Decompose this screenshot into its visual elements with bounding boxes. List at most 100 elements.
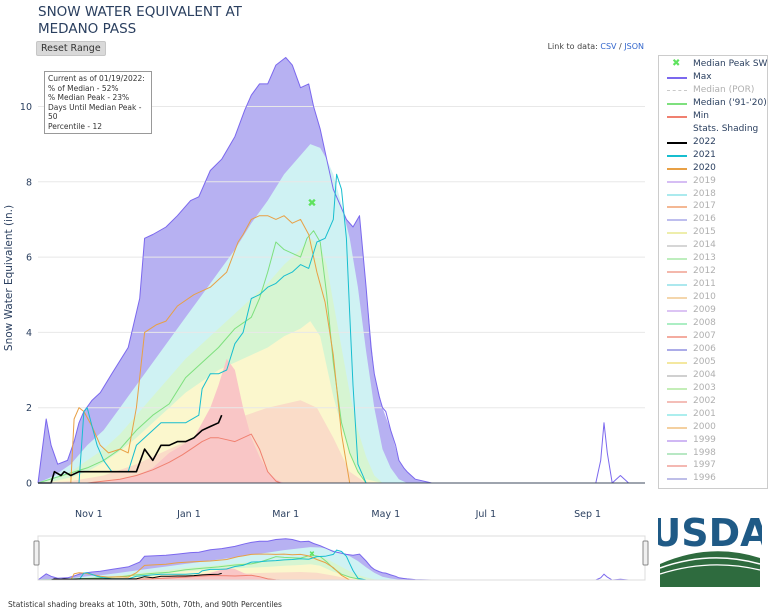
- legend-label: 1996: [693, 473, 716, 484]
- legend-swatch: [667, 387, 687, 390]
- legend-label: 2014: [693, 240, 716, 251]
- x-tick-label-jul-1: Jul 1: [475, 509, 497, 520]
- legend-label: 2020: [693, 162, 716, 173]
- legend-label: 2013: [693, 253, 716, 264]
- json-link[interactable]: JSON: [624, 42, 644, 51]
- legend-swatch: [667, 284, 687, 287]
- x-tick-label-mar-1: Mar 1: [272, 509, 299, 520]
- info-line-percentile: Percentile - 12: [48, 121, 103, 131]
- mini-series-max: [37, 538, 645, 581]
- legend-swatch: [667, 245, 687, 248]
- title-line-2: MEDANO PASS: [38, 21, 137, 37]
- range-slider-right-handle[interactable]: [642, 540, 649, 566]
- legend-swatch: [667, 323, 687, 325]
- legend-label: 2004: [693, 369, 716, 380]
- x-tick-label-jan-1: Jan 1: [176, 509, 201, 520]
- y-tick-label-6: 6: [26, 253, 32, 264]
- info-line-median: % of Median - 52%: [48, 83, 119, 93]
- legend-swatch: [667, 310, 687, 313]
- legend-swatch: [667, 115, 687, 118]
- csv-link[interactable]: CSV: [600, 42, 617, 51]
- legend-label: 2003: [693, 382, 716, 393]
- legend-swatch: [667, 452, 687, 455]
- series-2020[interactable]: [38, 215, 645, 484]
- footer-note: Statistical shading breaks at 10th, 30th…: [8, 600, 282, 609]
- legend-swatch: [667, 141, 687, 144]
- legend-label: 2017: [693, 201, 716, 212]
- usda-logo: USDA: [650, 511, 768, 587]
- legend-label: Median Peak SWE: [693, 59, 768, 69]
- link-prefix: Link to data:: [547, 42, 601, 51]
- legend-swatch: [667, 348, 687, 351]
- y-tick-label-10: 10: [20, 102, 32, 113]
- reset-range-button[interactable]: Reset Range: [36, 41, 106, 56]
- legend-label: 1998: [693, 447, 716, 458]
- legend-label: 1997: [693, 460, 716, 471]
- legend-label: 2018: [693, 188, 716, 199]
- legend-swatch: [667, 478, 687, 481]
- legend-label: Median (POR): [693, 84, 755, 95]
- legend-swatch: [667, 180, 687, 183]
- legend-label: 2011: [693, 279, 716, 290]
- legend-swatch: [667, 439, 687, 442]
- legend-swatch: [667, 271, 687, 274]
- legend-label: Median ('91-'20): [693, 97, 767, 108]
- title-line-1: SNOW WATER EQUIVALENT AT: [38, 4, 242, 20]
- legend-swatch: [667, 102, 687, 105]
- legend-swatch: [667, 167, 687, 170]
- legend-swatch: [667, 154, 687, 157]
- legend-label: Min: [693, 110, 709, 121]
- info-line-days-until-peak: Days Until Median Peak - 50: [48, 102, 142, 122]
- y-tick-label-2: 2: [26, 403, 32, 414]
- mini-median-peak-marker: ✖: [309, 550, 315, 558]
- legend-swatch: [667, 232, 687, 235]
- legend-swatch: [667, 374, 687, 377]
- legend-label: 1999: [693, 434, 716, 445]
- series-max[interactable]: [37, 57, 645, 484]
- median-peak-marker[interactable]: ✖: [307, 196, 316, 209]
- legend-swatch: [667, 426, 687, 429]
- series-min[interactable]: [38, 433, 645, 484]
- legend-swatch: [667, 297, 687, 300]
- legend: ✖ Median Peak SWE Max Median (POR) Median ('…: [658, 55, 768, 489]
- legend-label: 2005: [693, 356, 716, 367]
- legend-swatch: [667, 206, 687, 209]
- info-line-date: Current as of 01/19/2022:: [48, 74, 145, 83]
- legend-label: 2009: [693, 305, 716, 316]
- mini-series-2022: [38, 572, 222, 581]
- legend-label: 2019: [693, 175, 716, 186]
- series-2022[interactable]: [38, 414, 223, 484]
- legend-label: 2008: [693, 318, 716, 328]
- legend-label: 2021: [693, 149, 716, 160]
- legend-label: 2010: [693, 292, 716, 303]
- legend-swatch: [667, 335, 687, 338]
- y-tick-label-4: 4: [26, 328, 32, 339]
- legend-label: 2002: [693, 395, 716, 406]
- legend-marker-icon: ✖: [672, 58, 681, 69]
- x-tick-label-nov-1: Nov 1: [75, 509, 103, 520]
- series-2021[interactable]: [38, 173, 645, 484]
- band-10-min: [38, 358, 645, 483]
- legend-swatch: [667, 400, 687, 403]
- y-tick-label-0: 0: [26, 479, 32, 490]
- legend-label: 2001: [693, 408, 716, 419]
- legend-label: 2016: [693, 214, 716, 225]
- legend-label: 2022: [693, 136, 716, 147]
- chart-title: SNOW WATER EQUIVALENT AT MEDANO PASS: [38, 4, 298, 38]
- y-axis-label: Snow Water Equivalent (in.): [3, 205, 15, 351]
- x-tick-label-sep-1: Sep 1: [574, 509, 601, 520]
- legend-label: 2012: [693, 266, 716, 277]
- legend-swatch: [667, 219, 687, 222]
- y-tick-label-8: 8: [26, 177, 32, 188]
- legend-swatch: [667, 465, 687, 468]
- link-separator: /: [616, 42, 625, 51]
- legend-label: 2015: [693, 227, 716, 238]
- legend-label: 2006: [693, 343, 716, 354]
- data-links: Link to data: CSV / JSON: [548, 42, 644, 51]
- range-slider-left-handle[interactable]: [33, 540, 40, 566]
- info-line-median-peak: % Median Peak - 23%: [48, 93, 130, 102]
- mini-series-min: [38, 574, 645, 581]
- x-tick-label-may-1: May 1: [371, 509, 400, 520]
- legend-swatch: [667, 76, 687, 79]
